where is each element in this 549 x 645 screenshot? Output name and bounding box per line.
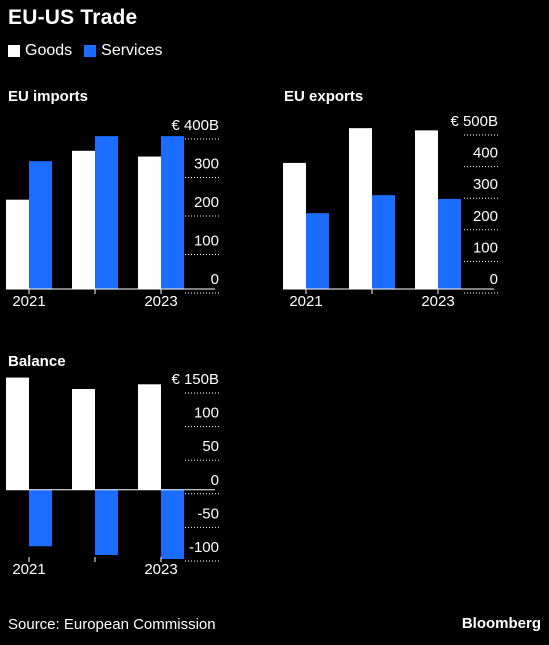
exports-ytick-label-300: 300 [473,176,498,193]
legend: Goods Services [8,42,175,60]
balance-bar-services-2022 [95,489,118,555]
balance-xtick-label-2021: 2021 [12,561,45,578]
exports-ytick-label-400: 400 [473,145,498,162]
balance-ytick-label--50: -50 [197,505,219,522]
imports-xtick-label-2023: 2023 [144,293,177,310]
legend-label-services: Services [101,42,163,59]
exports-title: EU exports [284,88,363,105]
legend-swatch-goods [8,45,20,57]
balance-xtick-label-2023: 2023 [144,561,177,578]
legend-label-goods: Goods [25,42,73,59]
imports-xtick-label-2021: 2021 [12,293,45,310]
balance-ytick-label-50: 50 [202,438,219,455]
legend-item-goods: Goods [8,42,72,60]
legend-swatch-services [84,45,97,57]
source-note: Source: European Commission [8,616,216,633]
chart-title: EU-US Trade [8,6,138,29]
exports-xtick-label-2021: 2021 [289,293,322,310]
balance-bar-services-2023 [161,489,184,560]
imports-ytick-label-0: 0 [211,271,219,288]
balance-bar-goods-2022 [72,389,95,490]
exports-bar-goods-2023 [415,130,438,289]
balance-ytick-label-150: € 150B [171,371,219,388]
imports-bar-services-2022 [95,136,118,289]
balance-ytick-label--100: -100 [189,539,219,556]
legend-item-services: Services [84,42,163,60]
balance-title: Balance [8,353,66,370]
balance-bar-goods-2023 [138,384,161,490]
exports-bar-services-2022 [372,195,395,289]
imports-ytick-label-100: 100 [194,233,219,250]
imports-bar-goods-2023 [138,156,161,289]
exports-bar-services-2023 [438,198,461,289]
exports-ytick-label-500: € 500B [450,113,498,130]
imports-ytick-label-300: 300 [194,156,219,173]
imports-ytick-label-400: € 400B [171,117,219,134]
balance-bar-goods-2021 [6,377,29,490]
exports-ytick-label-0: 0 [490,271,498,288]
imports-ytick-label-200: 200 [194,194,219,211]
exports-bar-goods-2021 [283,162,306,289]
balance-ytick-label-0: 0 [211,472,219,489]
balance-bar-services-2021 [29,489,52,547]
exports-xtick-label-2023: 2023 [421,293,454,310]
exports-bar-goods-2022 [349,128,372,289]
imports-title: EU imports [8,88,88,105]
exports-bar-services-2021 [306,213,329,289]
brand-logo: Bloomberg [461,615,541,632]
imports-bar-services-2023 [161,136,184,289]
balance-ytick-label-100: 100 [194,405,219,422]
imports-bar-goods-2021 [6,199,29,289]
exports-ytick-label-200: 200 [473,208,498,225]
exports-ytick-label-100: 100 [473,239,498,256]
imports-bar-goods-2022 [72,150,95,289]
imports-bar-services-2021 [29,161,52,289]
